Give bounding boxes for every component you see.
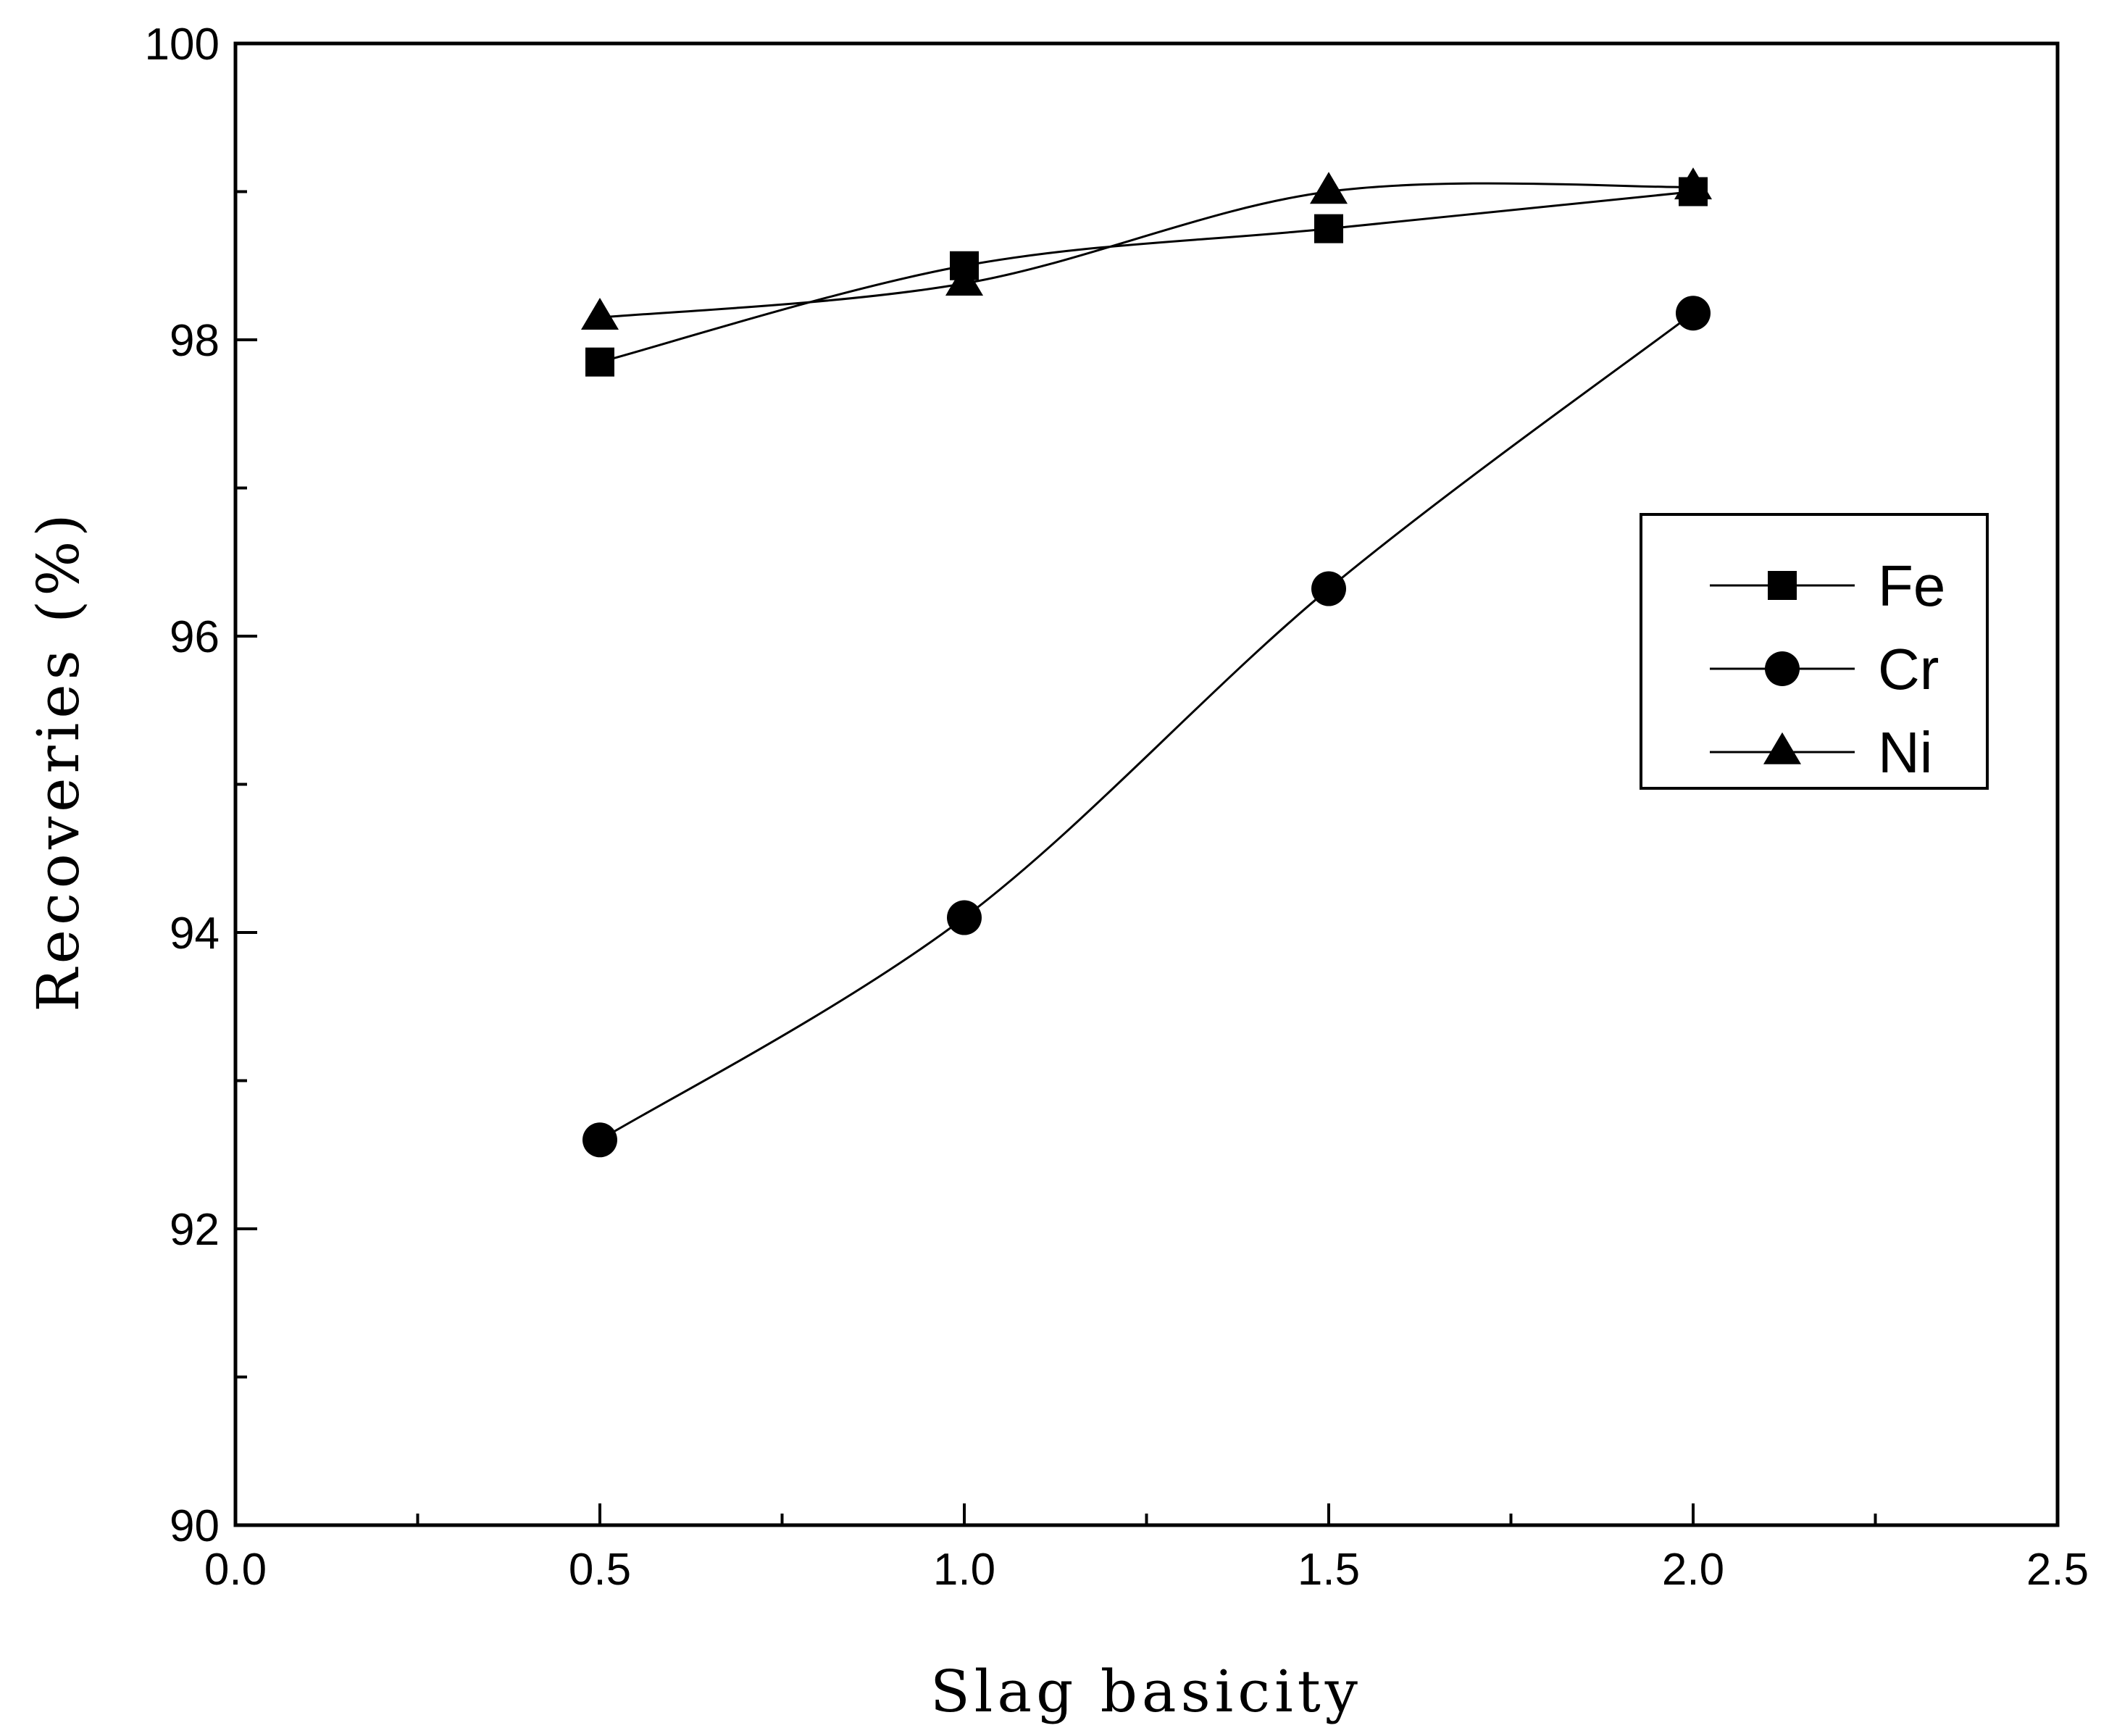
y-tick-label: 98 (170, 316, 220, 366)
data-point-fe (585, 347, 614, 377)
legend-box (1640, 513, 1989, 790)
series-line-fe (599, 191, 1694, 364)
x-tick-label: 0.5 (569, 1545, 631, 1595)
x-tick-label: 1.0 (933, 1545, 995, 1595)
y-axis-ticks: 90 92 94 96 98 100 (145, 20, 257, 1551)
legend-items: Fe Cr Ni (1710, 554, 1945, 785)
data-point-cr (582, 1122, 617, 1158)
x-tick-label: 2.5 (2026, 1545, 2089, 1595)
data-point-fe (1314, 214, 1343, 243)
series-line-ni (599, 182, 1694, 319)
y-tick-label: 92 (170, 1205, 220, 1255)
y-tick-label: 96 (170, 612, 220, 662)
x-tick-label: 0.0 (204, 1545, 267, 1595)
legend-marker-cr (1765, 651, 1800, 686)
y-tick-label: 94 (170, 909, 220, 959)
y-axis-title: Recoveries (%) (25, 509, 92, 1011)
x-axis-ticks: 0.0 0.5 1.0 1.5 2.0 2.5 (204, 1503, 2089, 1595)
series-lines (599, 182, 1694, 1141)
legend-label-ni: Ni (1878, 720, 1933, 785)
y-tick-label: 90 (170, 1501, 220, 1551)
x-tick-label: 2.0 (1662, 1545, 1724, 1595)
legend-label-fe: Fe (1878, 554, 1945, 618)
y-tick-label: 100 (145, 20, 220, 70)
data-point-cr (947, 900, 982, 935)
x-axis-title: Slag basicity (930, 1658, 1362, 1725)
legend-label-cr: Cr (1878, 637, 1939, 701)
legend-marker-fe (1768, 571, 1797, 600)
series-markers (581, 167, 1712, 1158)
data-point-ni (1310, 172, 1348, 204)
x-tick-label: 1.5 (1298, 1545, 1360, 1595)
legend: Fe Cr Ni (1640, 513, 1989, 790)
data-point-cr (1311, 571, 1346, 606)
data-point-ni (1674, 167, 1712, 200)
legend-marker-ni (1763, 732, 1801, 764)
data-point-cr (1676, 296, 1711, 331)
data-point-ni (581, 298, 619, 330)
data-point-ni (945, 264, 983, 296)
series-line-cr (599, 312, 1694, 1141)
